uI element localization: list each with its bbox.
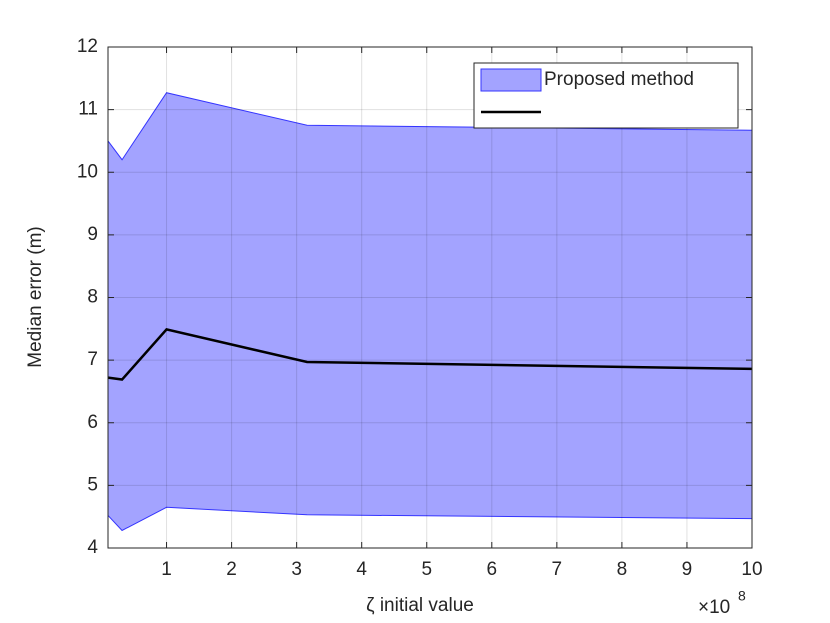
band-area xyxy=(107,92,753,532)
x-tick-label: 3 xyxy=(291,559,302,580)
x-tick-label: 2 xyxy=(226,559,237,580)
y-tick-label: 4 xyxy=(87,537,98,558)
y-tick-label: 12 xyxy=(77,36,98,57)
legend-label: Proposed method xyxy=(544,69,694,90)
x-tick-label: 8 xyxy=(617,559,628,580)
legend-swatch xyxy=(480,68,542,92)
x-tick-label: 1 xyxy=(161,559,172,580)
x-tick-label: 5 xyxy=(421,559,432,580)
y-tick-label: 7 xyxy=(87,349,98,370)
y-tick-label: 8 xyxy=(87,287,98,308)
x-axis-label: ζ initial value xyxy=(366,595,474,616)
x-tick-label: 10 xyxy=(741,559,762,580)
x-exponent-power: 8 xyxy=(738,588,746,604)
y-tick-label: 9 xyxy=(87,224,98,245)
x-tick-label: 6 xyxy=(487,559,498,580)
x-tick-label: 7 xyxy=(552,559,563,580)
y-tick-label: 6 xyxy=(87,412,98,433)
x-exponent-base: ×10 xyxy=(698,597,730,618)
x-tick-label: 4 xyxy=(356,559,367,580)
y-tick-label: 5 xyxy=(87,474,98,495)
median-line xyxy=(107,328,753,381)
y-tick-label: 11 xyxy=(78,99,98,120)
x-tick-label: 9 xyxy=(682,559,693,580)
y-tick-label: 10 xyxy=(77,161,98,182)
y-axis-label: Median error (m) xyxy=(25,226,46,367)
